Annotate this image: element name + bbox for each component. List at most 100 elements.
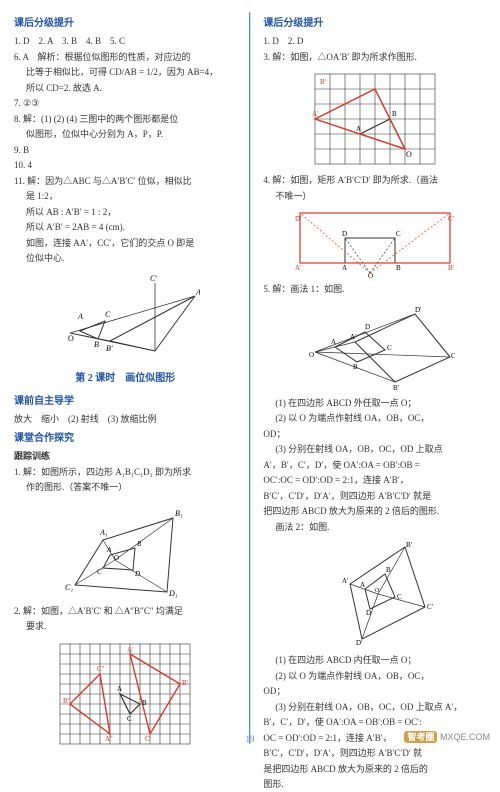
answer-line: 似图形，位似中心分别为 A，P，P.	[14, 128, 237, 142]
answer-line: 2. 解：如图，△A′B′C′ 和 △A″B″C″ 均满足	[14, 605, 237, 619]
answer-line: 1. D 2. A 3. B 4. B 5. C	[14, 35, 237, 49]
svg-text:B: B	[142, 699, 147, 707]
answer-line: 所以 CD=2. 故选 A.	[14, 82, 237, 96]
svg-text:B: B	[396, 264, 401, 272]
svg-text:A: A	[342, 264, 347, 272]
answer-line: 10. 4	[14, 159, 237, 173]
svg-text:D₁: D₁	[168, 589, 178, 598]
figure-method1: O A D C B A′ D′ C′ B′	[263, 302, 486, 392]
svg-text:C′: C′	[145, 735, 152, 743]
svg-text:A′: A′	[312, 110, 319, 118]
text-line: (1) 在四边形 ABCD 内任取一点 O；	[263, 654, 486, 668]
subheading: 跟踪训练	[14, 450, 237, 464]
svg-text:D: D	[365, 323, 370, 331]
svg-text:C: C	[387, 344, 392, 352]
svg-text:O: O	[406, 150, 412, 159]
answer-line: 不唯一）	[263, 190, 486, 204]
answer-line: 是 1:2，	[14, 190, 237, 204]
answer-line: 4. 解：如图，矩形 A′B′C′D′ 即为所求.（画法	[263, 174, 486, 188]
answer-line: 比等于相似比，可得 CD/AB = 1/2，因为 AB=4，	[14, 66, 237, 80]
figure-grid-triangle-oab: O A B A′ B′	[263, 69, 486, 169]
section-heading: 课后分级提升	[14, 16, 237, 31]
answer-line: 所以 AB : A′B′ = 1 : 2，	[14, 206, 237, 220]
answer-line: 位似中心.	[14, 252, 237, 266]
text-line: A′，B′，C′，D′，使 OA′:OA = OB′:OB =	[263, 459, 486, 473]
svg-text:O: O	[375, 588, 380, 594]
svg-text:C₁: C₁	[65, 583, 73, 592]
svg-text:O: O	[368, 272, 373, 278]
figure-rectangle-dilation: O D C A B D′ C′ A′ B′	[263, 208, 486, 278]
figure-quadrilateral-dilation: O A₁ B₁ D₁ C₁ A B D C	[14, 500, 237, 600]
svg-text:C: C	[397, 593, 402, 601]
svg-text:B′: B′	[320, 78, 327, 86]
svg-text:D′: D′	[415, 306, 422, 314]
text-line: (2) 以 O 为端点作射线 OA，OB，OC，	[263, 670, 486, 684]
svg-text:C: C	[105, 310, 111, 319]
svg-text:A: A	[77, 312, 83, 321]
text-line: B′，C′，D′，使 OA′:OA = OB′:OB = OC′:	[263, 716, 486, 730]
svg-text:C′: C′	[451, 352, 455, 360]
svg-text:C: C	[127, 715, 132, 723]
svg-text:B: B	[392, 110, 397, 118]
svg-text:B: B	[386, 566, 391, 574]
svg-text:A′: A′	[350, 333, 357, 341]
subsection-title: 第 2 课时 画位似图形	[14, 371, 237, 386]
svg-text:A: A	[331, 338, 336, 346]
svg-text:A′: A′	[127, 646, 134, 654]
text-line: (3) 分别在射线 OA，OB，OC，OD 上取点	[263, 443, 486, 457]
text-line: 把四边形 ABCD 放大为原来的 2 倍后的图形.	[263, 505, 486, 519]
svg-text:C: C	[97, 568, 102, 576]
text-line: (1) 在四边形 ABCD 外任取一点 O；	[263, 397, 486, 411]
svg-text:B′: B′	[106, 344, 113, 353]
svg-text:D′: D′	[295, 215, 302, 223]
svg-text:B: B	[353, 363, 358, 371]
svg-text:A: A	[360, 581, 365, 589]
answer-line: 所以 A′B′ = 2AB = 4 (cm).	[14, 221, 237, 235]
svg-text:B: B	[94, 340, 99, 349]
svg-text:C: C	[396, 230, 401, 238]
svg-text:B′: B′	[448, 264, 455, 272]
text-line: 放大 缩小 (2) 射线 (3) 放缩比例	[14, 413, 237, 427]
svg-text:C′: C′	[150, 274, 157, 283]
text-line: 是把四边形 ABCD 放大为原来的 2 倍后的	[263, 763, 486, 777]
text-line: (2) 以 O 为端点作射线 OA，OB，OC，	[263, 412, 486, 426]
text-line: B′C′，C′D′，D′A′，则四边形 A′B′C′D′ 就是	[263, 490, 486, 504]
svg-text:A: A	[356, 125, 361, 133]
svg-text:A′: A′	[342, 577, 349, 585]
answer-line: 8. 解：(1) (2) (4) 三图中的两个图形都是位	[14, 113, 237, 127]
answer-line: 7. ②③	[14, 97, 237, 111]
figure-triangle-dilation: O A C B B′ A′ C′	[14, 271, 237, 361]
svg-text:B″: B″	[63, 697, 71, 705]
column-divider	[249, 12, 252, 744]
svg-text:B₁: B₁	[175, 509, 183, 518]
section-heading: 课后分级提升	[263, 16, 486, 31]
answer-line: 如图，连接 AA′，CC′，它们的交点 O 即是	[14, 237, 237, 251]
text-line: OD；	[263, 685, 486, 699]
answer-line: 5. 解：画法 1：如图.	[263, 283, 486, 297]
answer-line: 6. A 解析：根据位似图形的性质，对应边的	[14, 51, 237, 65]
svg-text:D: D	[342, 230, 347, 238]
text-line: 画法 2：如图.	[263, 521, 486, 535]
answer-line: 1. D 2. D	[263, 35, 486, 49]
text-line: B′C′，C′D′，D′A′，则四边形 A′B′C′D′ 就	[263, 747, 486, 761]
page-number: 19	[246, 733, 255, 747]
section-heading: 课前自主导学	[14, 394, 237, 409]
text-line: OC′:OC = OD′:OD = 2:1，连接 A′B′，	[263, 474, 486, 488]
section-heading: 课堂合作探究	[14, 431, 237, 446]
svg-text:O: O	[309, 351, 314, 359]
watermark: 智考圈 MXQE.COM	[404, 731, 490, 745]
answer-line: 要求.	[14, 620, 237, 634]
answer-line: 11. 解：因为△ABC 与△A′B′C′ 位似，相似比	[14, 175, 237, 189]
answer-line: 1. 解：如图所示，四边形 A₁B₁C₁D₁ 即为所求	[14, 466, 237, 480]
svg-text:D′: D′	[356, 639, 363, 647]
text-line: 图形.	[263, 778, 486, 792]
svg-text:A: A	[117, 685, 122, 693]
svg-text:O: O	[68, 334, 74, 343]
text-line: (3) 分别在射线 OA，OB，OC，OD 上取点 A′，	[263, 701, 486, 715]
watermark-url: MXQE.COM	[440, 732, 490, 742]
answer-line: 9. B	[14, 144, 237, 158]
svg-text:A′: A′	[295, 264, 302, 272]
svg-text:B′: B′	[406, 541, 413, 549]
svg-text:A″: A″	[105, 735, 113, 743]
svg-text:D: D	[134, 570, 140, 578]
